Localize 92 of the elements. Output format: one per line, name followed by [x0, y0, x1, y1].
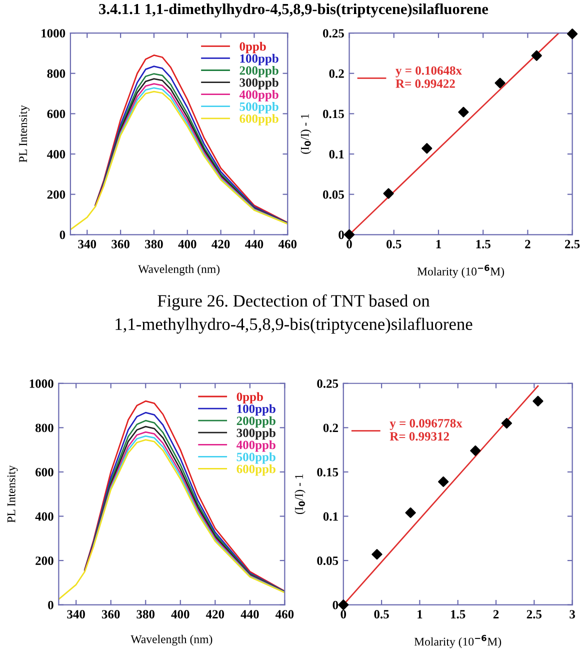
legend-label: 400ppb: [239, 90, 278, 102]
legend-label: 200ppb: [240, 66, 278, 78]
x-tick-label: 1.5: [451, 610, 466, 619]
legend-label: 100ppb: [240, 54, 278, 66]
point: [372, 549, 382, 560]
x-tick-label: 1: [436, 240, 441, 248]
legend-label: 300ppb: [236, 428, 276, 440]
x-tick-label: 360: [112, 240, 130, 248]
x-tick-label: 380: [136, 610, 155, 618]
y-tick-label: 0.15: [317, 468, 338, 476]
x-tick-label: 0: [346, 240, 352, 248]
y-tick-label: 0.25: [317, 379, 338, 388]
x-tick-label: 3: [570, 610, 576, 618]
y-tick-label: 800: [47, 69, 66, 78]
x-tick-label: 340: [67, 610, 85, 618]
x-tick-label: 2.5: [565, 240, 580, 248]
x-tick-label: 1.5: [476, 240, 490, 248]
x-axis-title: Wavelength (nm): [138, 264, 220, 276]
y-tick-label: 0: [60, 230, 66, 240]
y-tick-label: 0.25: [323, 29, 344, 38]
caption: Figure 26. Dectection of TNT based on 1,1-methylhydro-4,5,8,9-bis(triptycene)silafluorene: [116, 294, 472, 334]
point: [422, 143, 432, 154]
line-series: [70, 90, 288, 230]
point: [532, 396, 544, 406]
y-tick-label: 800: [36, 424, 54, 432]
point: [383, 188, 394, 199]
x-tick-label: 460: [275, 610, 294, 618]
legend-label: 100ppb: [237, 404, 276, 416]
x-tick-label: 1: [418, 610, 422, 618]
x-axis-title: Molarity (10$^{−6}$M): [417, 264, 504, 278]
point: [338, 600, 349, 610]
y-axis-title: PL Intensity: [7, 465, 18, 523]
y-tick-label: 0: [48, 600, 54, 610]
point: [470, 445, 481, 456]
y-tick-label: 0: [332, 600, 338, 610]
y-axis-title: (I$_{0}$/I) - 1: [294, 474, 306, 514]
x-tick-label: 440: [245, 240, 264, 248]
x-tick-label: 2: [525, 240, 530, 248]
legend-label: 400ppb: [236, 440, 276, 452]
x-axis-title: Molarity (10$^{−6}$M): [414, 634, 502, 648]
point: [501, 418, 512, 429]
x-tick-label: 460: [278, 240, 297, 248]
legend-label: 0ppb: [236, 392, 263, 404]
y-tick-label: 600: [36, 468, 54, 476]
legend-label: 200ppb: [236, 416, 276, 428]
line-series: [58, 439, 285, 600]
x-tick-label: 360: [102, 610, 120, 618]
x-axis-title: Wavelength (nm): [130, 634, 212, 646]
y-tick-label: 200: [36, 556, 54, 565]
legend-label: y = 0.10648x R= 0.99422: [396, 66, 462, 88]
x-tick-label: 420: [212, 240, 230, 248]
legend-label: 300ppb: [240, 78, 278, 90]
text: 3.4.1.1 1,1-dimethylhydro-4,5,8,9-bis(triptycene)silafluorene: [99, 3, 488, 18]
y-axis-title: (I$_{0}$/I) - 1: [300, 114, 312, 154]
point: [458, 106, 469, 118]
y-tick-label: 0.05: [323, 190, 344, 199]
y-tick-label: 1000: [30, 379, 54, 388]
x-tick-label: 2: [493, 610, 499, 618]
y-tick-label: 0: [338, 230, 344, 240]
y-tick-label: 0.2: [323, 424, 338, 432]
x-tick-label: 340: [78, 240, 96, 248]
point: [405, 507, 416, 518]
x-tick-label: 440: [240, 610, 259, 618]
y-tick-label: 0.05: [317, 556, 338, 566]
y-axis-title: PL Intensity: [19, 105, 30, 162]
point: [567, 28, 578, 40]
point: [531, 50, 542, 61]
x-tick-label: 400: [178, 240, 196, 248]
legend-label: 500ppb: [236, 452, 276, 464]
point: [438, 476, 449, 487]
legend-label: 0ppb: [240, 42, 266, 54]
y-tick-label: 400: [35, 512, 54, 521]
x-tick-label: 0.5: [374, 610, 389, 619]
x-tick-label: 420: [206, 610, 224, 618]
y-tick-label: 0.1: [329, 150, 344, 159]
point: [494, 78, 506, 88]
point: [344, 229, 355, 240]
y-tick-label: 1000: [42, 29, 66, 38]
x-tick-label: 400: [171, 610, 190, 618]
y-tick-label: 600: [47, 110, 66, 118]
y-tick-label: 200: [47, 190, 66, 199]
x-tick-label: 2.5: [526, 610, 542, 619]
x-tick-label: 380: [145, 240, 163, 248]
y-tick-label: 400: [47, 150, 66, 158]
legend-label: 600ppb: [240, 114, 278, 126]
legend-label: 500ppb: [240, 102, 278, 114]
y-tick-label: 0.15: [323, 110, 344, 118]
legend-label: y = 0.096778x R= 0.99312: [390, 419, 462, 441]
legend-label: 600ppb: [236, 464, 276, 476]
y-tick-label: 0.1: [323, 512, 338, 521]
x-tick-label: 0.5: [386, 240, 402, 248]
y-tick-label: 0.2: [329, 69, 344, 78]
